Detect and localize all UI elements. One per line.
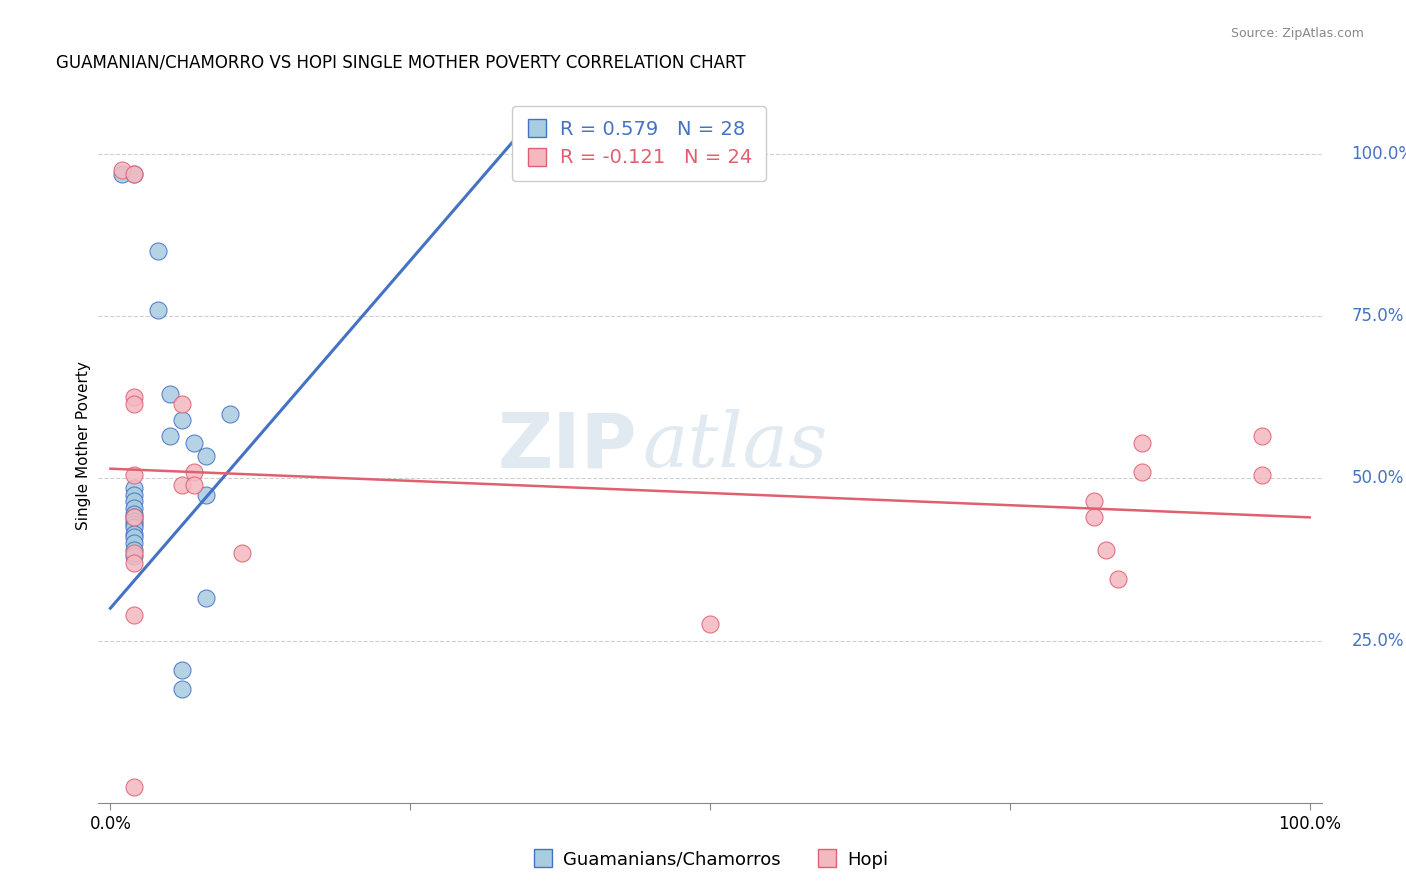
Point bbox=[1130, 435, 1153, 450]
Point bbox=[124, 494, 146, 508]
Point bbox=[124, 481, 146, 495]
Point bbox=[159, 429, 181, 443]
Point bbox=[148, 302, 170, 317]
Point bbox=[124, 167, 146, 181]
Point bbox=[699, 617, 721, 632]
Point bbox=[124, 507, 146, 521]
Point bbox=[124, 516, 146, 531]
Point bbox=[195, 449, 218, 463]
Point bbox=[172, 478, 194, 492]
Legend: Guamanians/Chamorros, Hopi: Guamanians/Chamorros, Hopi bbox=[524, 844, 896, 876]
Point bbox=[124, 500, 146, 515]
Point bbox=[124, 530, 146, 544]
Point bbox=[124, 607, 146, 622]
Point bbox=[231, 546, 253, 560]
Text: 25.0%: 25.0% bbox=[1351, 632, 1405, 649]
Point bbox=[183, 478, 205, 492]
Point bbox=[1250, 429, 1272, 443]
Point bbox=[219, 407, 242, 421]
Point bbox=[124, 510, 146, 524]
Point bbox=[172, 413, 194, 427]
Point bbox=[1083, 494, 1105, 508]
Point bbox=[124, 780, 146, 794]
Point bbox=[124, 468, 146, 483]
Point bbox=[124, 556, 146, 570]
Point bbox=[124, 488, 146, 502]
Point bbox=[124, 514, 146, 528]
Point bbox=[124, 510, 146, 524]
Text: 50.0%: 50.0% bbox=[1351, 469, 1405, 487]
Point bbox=[183, 465, 205, 479]
Point bbox=[195, 591, 218, 606]
Point bbox=[172, 663, 194, 677]
Text: atlas: atlas bbox=[643, 409, 828, 483]
Point bbox=[111, 167, 134, 181]
Point bbox=[1130, 465, 1153, 479]
Point bbox=[124, 546, 146, 560]
Point bbox=[124, 536, 146, 550]
Text: 75.0%: 75.0% bbox=[1351, 307, 1405, 326]
Text: 100.0%: 100.0% bbox=[1351, 145, 1406, 163]
Text: Source: ZipAtlas.com: Source: ZipAtlas.com bbox=[1230, 27, 1364, 40]
Point bbox=[183, 435, 205, 450]
Point bbox=[124, 542, 146, 557]
Point bbox=[195, 488, 218, 502]
Point bbox=[172, 682, 194, 697]
Point bbox=[1107, 572, 1129, 586]
Point bbox=[124, 549, 146, 564]
Point bbox=[124, 167, 146, 181]
Text: GUAMANIAN/CHAMORRO VS HOPI SINGLE MOTHER POVERTY CORRELATION CHART: GUAMANIAN/CHAMORRO VS HOPI SINGLE MOTHER… bbox=[56, 54, 745, 71]
Point bbox=[124, 390, 146, 404]
Point bbox=[1250, 468, 1272, 483]
Point bbox=[124, 397, 146, 411]
Point bbox=[1094, 542, 1116, 557]
Text: ZIP: ZIP bbox=[498, 409, 637, 483]
Point bbox=[124, 526, 146, 541]
Point bbox=[111, 163, 134, 178]
Point bbox=[1083, 510, 1105, 524]
Y-axis label: Single Mother Poverty: Single Mother Poverty bbox=[76, 361, 91, 531]
Point bbox=[172, 397, 194, 411]
Point bbox=[124, 520, 146, 534]
Point bbox=[159, 387, 181, 401]
Point bbox=[148, 244, 170, 259]
